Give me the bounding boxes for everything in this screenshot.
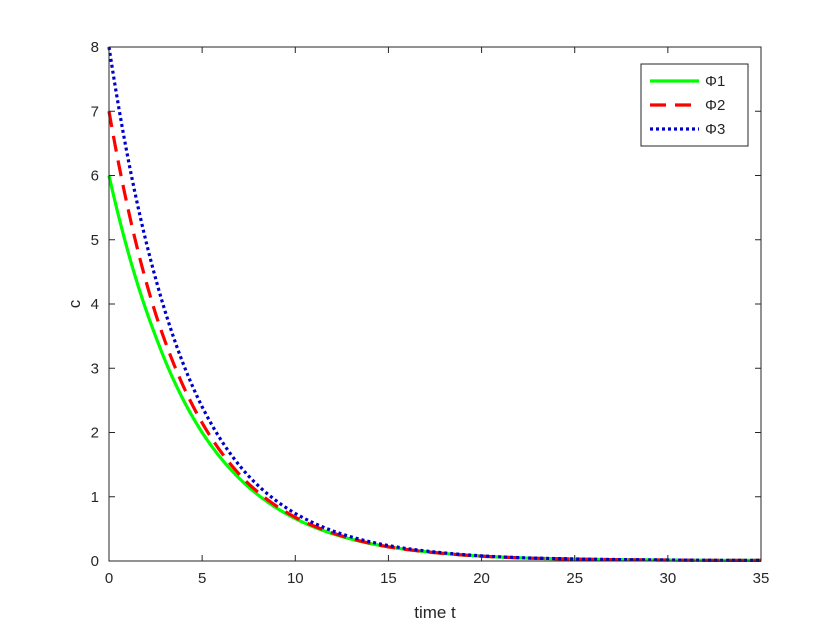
x-tick-label: 20 (473, 570, 490, 587)
x-tick-label: 10 (287, 570, 304, 587)
y-axis-label: c (65, 299, 84, 308)
x-tick-label: 35 (753, 570, 770, 587)
x-tick-label: 0 (105, 570, 113, 587)
legend: Φ1 Φ2 Φ3 (640, 63, 749, 147)
legend-label-3: Φ3 (705, 121, 725, 138)
axes-layer: 0 5 10 15 20 25 30 35 0 1 2 3 4 5 6 7 8 (91, 39, 770, 587)
legend-label-2: Φ2 (705, 97, 725, 114)
x-tick-label: 25 (566, 570, 583, 587)
y-tick-label: 7 (91, 103, 99, 120)
x-axis-label: time t (414, 603, 456, 622)
y-tick-label: 5 (91, 232, 99, 249)
series-layer (107, 46, 761, 562)
legend-label-1: Φ1 (705, 73, 725, 90)
y-tick-label: 3 (91, 360, 99, 377)
y-tick-label: 2 (91, 425, 99, 442)
y-tick-label: 1 (91, 489, 99, 506)
x-tick-label: 5 (198, 570, 206, 587)
y-tick-label: 0 (91, 553, 99, 570)
x-tick-label: 15 (380, 570, 397, 587)
y-tick-label: 4 (91, 296, 99, 313)
y-tick-label: 6 (91, 168, 99, 185)
y-tick-label: 8 (91, 39, 99, 56)
series-line-3 (107, 46, 761, 562)
x-tick-label: 30 (660, 570, 677, 587)
